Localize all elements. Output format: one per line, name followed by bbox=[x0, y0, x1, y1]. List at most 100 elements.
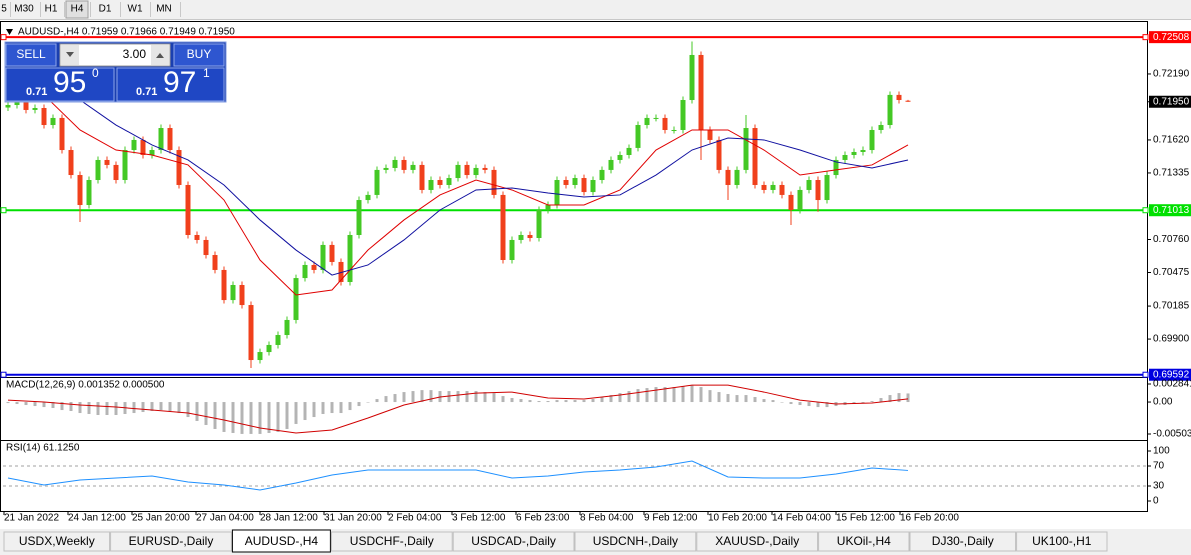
bid-prefix: 0.71 bbox=[26, 86, 47, 98]
macd-bar bbox=[672, 387, 676, 403]
tab-label: USDX,Weekly bbox=[19, 534, 95, 548]
y-tick-label: 0.70475 bbox=[1153, 267, 1190, 278]
tab[interactable] bbox=[818, 531, 910, 552]
chart-tabs: USDX,Weekly EURUSD-,Daily AUDUSD-,H4 USDCHF… bbox=[3, 529, 1108, 553]
macd-bar bbox=[528, 400, 532, 403]
candle-body bbox=[887, 94, 893, 126]
macd-bar bbox=[69, 402, 73, 411]
candle-body bbox=[563, 180, 569, 185]
macd-bar bbox=[150, 402, 154, 411]
candle-body bbox=[455, 164, 461, 179]
candle-body bbox=[698, 54, 704, 130]
macd-bar bbox=[348, 402, 352, 411]
period-button[interactable]: M30 bbox=[14, 4, 34, 15]
candle-body bbox=[230, 285, 236, 301]
buy-button[interactable] bbox=[173, 43, 225, 67]
x-tick-label: 10 Feb 20:00 bbox=[708, 513, 767, 524]
candle-body bbox=[41, 107, 47, 126]
candle-body bbox=[374, 169, 380, 195]
level-label-bg bbox=[1149, 31, 1191, 44]
arrow-up bbox=[156, 53, 164, 58]
level-handle bbox=[1142, 371, 1149, 378]
macd-bar bbox=[222, 402, 226, 432]
tab-label: USDCNH-,Daily bbox=[593, 534, 678, 548]
tab[interactable] bbox=[452, 531, 575, 552]
tab[interactable] bbox=[574, 531, 697, 552]
candle-body bbox=[347, 234, 353, 282]
candle-body bbox=[356, 200, 362, 235]
tab[interactable] bbox=[3, 531, 111, 552]
x-tick-label: 21 Jan 2022 bbox=[4, 513, 59, 524]
macd-bar bbox=[276, 402, 280, 432]
macd-bar bbox=[789, 402, 793, 405]
candle-body bbox=[365, 194, 371, 201]
macd-bar bbox=[897, 393, 901, 403]
candle-body bbox=[734, 169, 740, 185]
candle-body bbox=[797, 189, 803, 210]
candle-body bbox=[590, 180, 596, 193]
tab[interactable] bbox=[1016, 531, 1108, 552]
macd-bar bbox=[546, 401, 550, 403]
candle-body bbox=[392, 159, 398, 168]
macd-bar bbox=[393, 394, 397, 403]
candle-body bbox=[248, 305, 254, 361]
candle-body bbox=[671, 129, 677, 131]
toolbar-buttons: 5 M30 H1 H4 D1 W1 MN bbox=[1, 0, 181, 19]
macd-bar bbox=[51, 402, 55, 409]
lot-value: 3.00 bbox=[123, 47, 147, 61]
y-tick-label: 70 bbox=[1153, 461, 1165, 472]
candle-body bbox=[437, 180, 443, 185]
macd-bar bbox=[249, 402, 253, 434]
bid-sup: 0 bbox=[92, 66, 99, 80]
period-button[interactable]: MN bbox=[156, 4, 172, 15]
macd-bar bbox=[420, 390, 424, 403]
ask-sup: 1 bbox=[203, 66, 210, 80]
tab[interactable] bbox=[696, 531, 819, 552]
sell-button[interactable] bbox=[5, 43, 57, 67]
ask-box[interactable] bbox=[116, 67, 225, 102]
candle-body bbox=[896, 94, 902, 101]
macd-bar bbox=[645, 388, 649, 403]
level-label-bg bbox=[1149, 368, 1191, 381]
candle-body bbox=[788, 194, 794, 210]
period-button[interactable]: D1 bbox=[99, 4, 112, 15]
level-label: 0.71013 bbox=[1153, 205, 1190, 216]
current-price: 0.71950 bbox=[1153, 96, 1190, 107]
level-label-bg bbox=[1149, 204, 1191, 217]
level-handle bbox=[1142, 34, 1149, 41]
macd-bar bbox=[105, 402, 109, 415]
candle-body bbox=[500, 194, 506, 260]
period-button[interactable]: W1 bbox=[128, 4, 143, 15]
tab[interactable] bbox=[330, 531, 453, 552]
macd-bar bbox=[564, 400, 568, 403]
candle-body bbox=[239, 285, 245, 306]
x-tick-label: 27 Jan 04:00 bbox=[196, 513, 254, 524]
tab[interactable] bbox=[110, 531, 232, 552]
tab[interactable] bbox=[909, 531, 1017, 552]
lot-input[interactable] bbox=[59, 43, 171, 67]
macd-bar bbox=[402, 392, 406, 403]
candle-body bbox=[689, 54, 695, 101]
macd-bar bbox=[231, 402, 235, 433]
active-tab[interactable] bbox=[231, 529, 331, 553]
period-button[interactable]: H4 bbox=[71, 4, 84, 15]
candle-body bbox=[275, 335, 281, 345]
macd-bar bbox=[708, 390, 712, 403]
candle-body bbox=[32, 107, 38, 110]
period-button[interactable]: 5 bbox=[1, 4, 7, 15]
candle-body bbox=[212, 255, 218, 270]
macd-bar bbox=[321, 402, 325, 414]
macd-bar bbox=[744, 395, 748, 403]
candle-body bbox=[266, 344, 272, 353]
macd-bar bbox=[240, 402, 244, 434]
bid-box[interactable] bbox=[5, 67, 115, 102]
period-button[interactable]: H1 bbox=[45, 4, 58, 15]
x-tick-label: 24 Jan 12:00 bbox=[68, 513, 126, 524]
level-handle bbox=[0, 371, 7, 378]
macd-bar bbox=[483, 392, 487, 403]
candle-body bbox=[131, 139, 137, 151]
macd-bar bbox=[501, 396, 505, 403]
candle-body bbox=[716, 139, 722, 170]
candle-body bbox=[644, 117, 650, 126]
active-period[interactable] bbox=[65, 0, 89, 19]
